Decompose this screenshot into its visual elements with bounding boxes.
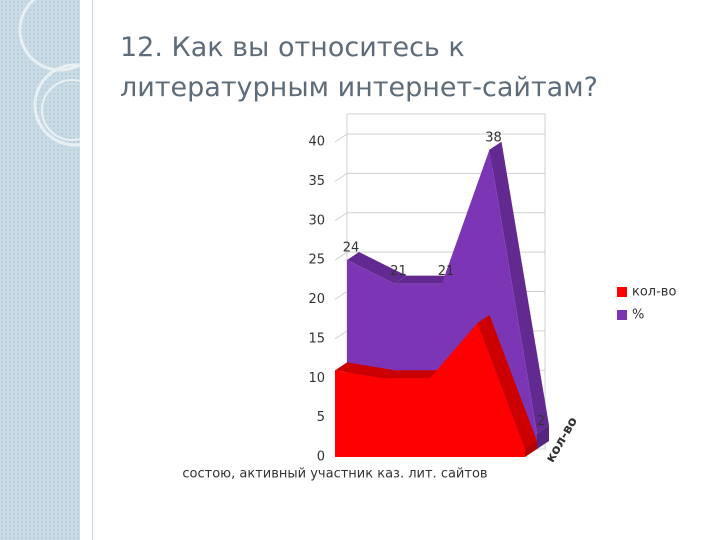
- legend-swatch: [617, 287, 627, 297]
- area-side: [537, 425, 549, 449]
- area-depth: [477, 315, 537, 450]
- area: [335, 323, 525, 457]
- slide-title-line: литературным интернет-сайтам?: [120, 72, 598, 103]
- data-label: 21: [438, 264, 455, 279]
- y-tick-label: 40: [308, 135, 325, 150]
- area-depth: [347, 252, 407, 284]
- data-label: 24: [343, 241, 360, 256]
- ring: [33, 63, 80, 147]
- ring: [18, 0, 80, 72]
- side-decoration: [18, 0, 80, 147]
- divider: [92, 0, 93, 540]
- area-depth: [489, 141, 549, 434]
- grid-line: [334, 133, 545, 143]
- legend-label: %: [632, 308, 644, 323]
- slide-title-line: 12. Как вы относитесь к: [120, 32, 465, 63]
- x-tick-label: состою, активный участник каз. лит. сайт…: [182, 467, 487, 482]
- y-tick-label: 10: [308, 371, 325, 386]
- area-depth: [335, 362, 395, 379]
- area-depth: [394, 275, 454, 284]
- legend-label: кол-во: [632, 285, 676, 300]
- side-panel: [0, 0, 80, 540]
- y-tick-label: 5: [317, 410, 325, 425]
- data-label: 2: [537, 414, 545, 429]
- y-tick-label: 30: [308, 213, 325, 228]
- area-side: [525, 441, 537, 457]
- legend-swatch: [617, 310, 627, 320]
- y-tick-label: 15: [308, 331, 325, 346]
- y-tick-label: 35: [308, 174, 325, 189]
- data-label: 38: [485, 130, 502, 145]
- ring: [41, 79, 80, 141]
- y-tick-label: 0: [317, 450, 325, 465]
- y-tick-label: 25: [308, 253, 325, 268]
- area-depth: [382, 370, 442, 379]
- data-label: 21: [390, 264, 407, 279]
- grid-line: [334, 172, 545, 182]
- y-tick-label: 20: [308, 292, 325, 307]
